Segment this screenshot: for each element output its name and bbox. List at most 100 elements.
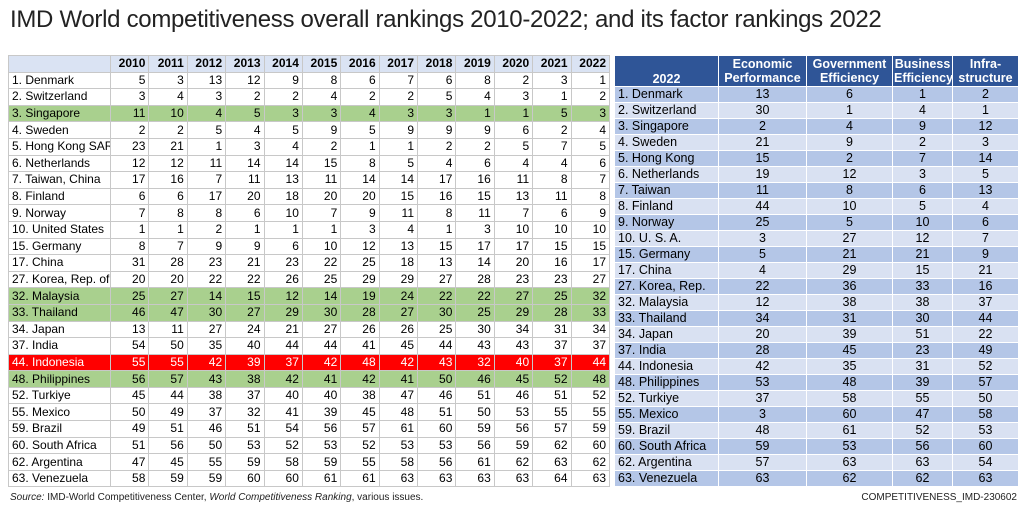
rank-cell: 59 [718,438,807,455]
country-row: 4. Sweden 2 2 5 4 5 9 5 9 9 9 6 2 4 [8,121,610,139]
rank-cell: 44 [952,310,1019,327]
rank-cell: 50 [455,403,495,422]
rank-cell: 1 [378,137,419,156]
rank-cell: 49 [952,342,1019,359]
rank-cell: 30 [718,102,807,119]
rank-cell: 63 [892,454,953,471]
rank-cell: 4 [340,104,380,123]
rank-cell: 44 [301,337,342,355]
country-label: 4. Sweden [614,134,719,151]
country-row: 32. Malaysia 25 27 14 15 12 14 19 24 22 22 27 25 32 [8,287,610,305]
rank-cell: 12 [225,71,265,90]
rank-cell: 8 [109,237,150,256]
rank-cell: 54 [263,420,303,438]
rank-cell: 44 [718,198,807,215]
rank-cell: 4 [718,262,807,279]
rank-cell: 41 [263,403,303,422]
rank-cell: 27 [225,303,265,322]
country-label: 17. China [8,254,111,272]
source-work: World Competitiveness Ranking [209,492,352,503]
rank-cell: 29 [340,270,380,289]
rank-cell: 55 [570,403,610,422]
rank-cell: 40 [225,337,265,355]
rank-cell: 7 [532,137,572,156]
rank-cell: 63 [718,470,807,487]
rank-cell: 6 [570,154,610,173]
rank-cell: 26 [378,320,419,339]
country-row: 1. Denmark 13 6 1 2 [614,86,1019,103]
rank-cell: 2 [340,88,380,106]
rank-cell: 23 [532,270,572,289]
rank-cell: 29 [378,270,419,289]
rank-cell: 20 [109,270,150,289]
source-text: IMD-World Competitiveness Center, [44,492,210,503]
rank-cell: 12 [340,237,380,256]
country-row: 3. Singapore 2 4 9 12 [614,118,1019,135]
rank-cell: 4 [532,154,572,173]
rank-cell: 21 [718,134,807,151]
country-label: 34. Japan [8,320,111,339]
rank-cell: 29 [263,303,303,322]
rank-cell: 32 [455,353,495,372]
rank-cell: 27 [806,230,893,247]
country-row: 60. South Africa 51 56 50 53 52 53 52 53 53 56 59 62… [8,436,610,455]
country-label: 52. Turkiye [614,390,719,407]
rank-cell: 1 [263,220,303,239]
country-row: 48. Philippines 56 57 43 38 42 41 42 41 50 46 45 52 4… [8,370,610,388]
rank-cell: 22 [225,270,265,289]
rank-cell: 18 [263,187,303,206]
rank-cell: 10 [148,104,188,123]
country-row: 3. Singapore 11 10 4 5 3 3 4 3 3 1 1 5 3 [8,104,610,123]
rank-cell: 8 [301,71,342,90]
country-row: 52. Turkiye 45 44 38 37 40 40 38 47 46 51 46 51 52 [8,386,610,405]
rank-cell: 25 [340,254,380,272]
rank-cell: 15 [892,262,953,279]
rank-cell: 4 [892,102,953,119]
rank-cell: 1 [416,220,457,239]
rank-cell: 27 [148,287,188,305]
country-row: 48. Philippines 53 48 39 57 [614,374,1019,391]
rank-cell: 60 [952,438,1019,455]
rank-cell: 2 [301,137,342,156]
country-row: 5. Hong Kong 15 2 7 14 [614,150,1019,167]
rank-cell: 57 [532,420,572,438]
rank-cell: 54 [952,454,1019,471]
rank-cell: 1 [301,220,342,239]
rank-cell: 41 [340,337,380,355]
rank-cell: 60 [416,420,457,438]
rank-cell: 52 [340,436,380,455]
rank-cell: 53 [416,436,457,455]
rank-cell: 11 [378,204,419,222]
rank-cell: 13 [186,71,227,90]
rank-cell: 44 [148,386,188,405]
rank-cell: 27 [186,320,227,339]
year-header: 2012 [186,55,227,73]
rank-cell: 21 [225,254,265,272]
rank-cell: 21 [148,137,188,156]
rank-cell: 15 [301,154,342,173]
country-row: 33. Thailand 34 31 30 44 [614,310,1019,327]
rank-cell: 21 [806,246,893,263]
country-label: 63. Venezuela [614,470,719,487]
rank-cell: 58 [378,453,419,471]
rank-cell: 27 [416,270,457,289]
rank-cell: 56 [455,436,495,455]
country-label: 4. Sweden [8,121,111,139]
country-label: 7. Taiwan, China [8,171,111,189]
rank-cell: 12 [892,230,953,247]
rank-cell: 27 [570,270,610,289]
rank-cell: 51 [416,403,457,422]
rank-cell: 55 [109,353,150,372]
country-label: 9. Norway [8,204,111,222]
rank-cell: 57 [340,420,380,438]
rank-cell: 13 [416,254,457,272]
country-row: 59. Brazil 48 61 52 53 [614,422,1019,439]
rank-cell: 41 [378,370,419,388]
rank-cell: 3 [225,137,265,156]
rank-cell: 56 [892,438,953,455]
rank-cell: 8 [455,71,495,90]
country-row: 60. South Africa 59 53 56 60 [614,438,1019,455]
rank-cell: 47 [892,406,953,423]
rank-cell: 22 [952,326,1019,343]
rank-cell: 32 [570,287,610,305]
